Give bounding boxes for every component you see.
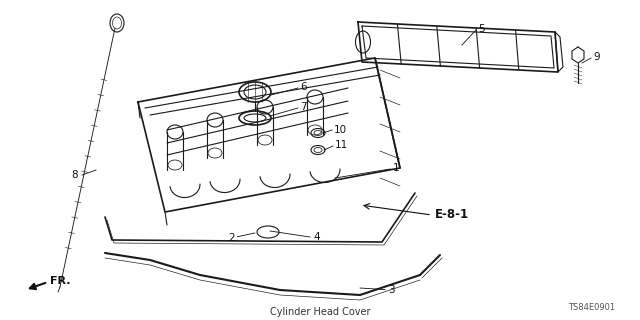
Text: 10: 10 — [334, 125, 347, 135]
Text: 9: 9 — [593, 52, 600, 62]
Text: 4: 4 — [313, 232, 319, 242]
Text: TS84E0901: TS84E0901 — [568, 303, 615, 312]
Text: E-8-1: E-8-1 — [435, 209, 469, 221]
Text: 7: 7 — [300, 102, 307, 112]
Text: 2: 2 — [228, 233, 255, 243]
Text: 3: 3 — [360, 285, 395, 295]
Text: 11: 11 — [335, 140, 348, 150]
Text: 6: 6 — [300, 82, 307, 92]
Text: FR.: FR. — [50, 276, 70, 286]
Text: Cylinder Head Cover: Cylinder Head Cover — [269, 307, 371, 317]
Text: 1: 1 — [335, 163, 399, 178]
Text: 8: 8 — [72, 170, 78, 180]
Text: 5: 5 — [478, 24, 484, 34]
